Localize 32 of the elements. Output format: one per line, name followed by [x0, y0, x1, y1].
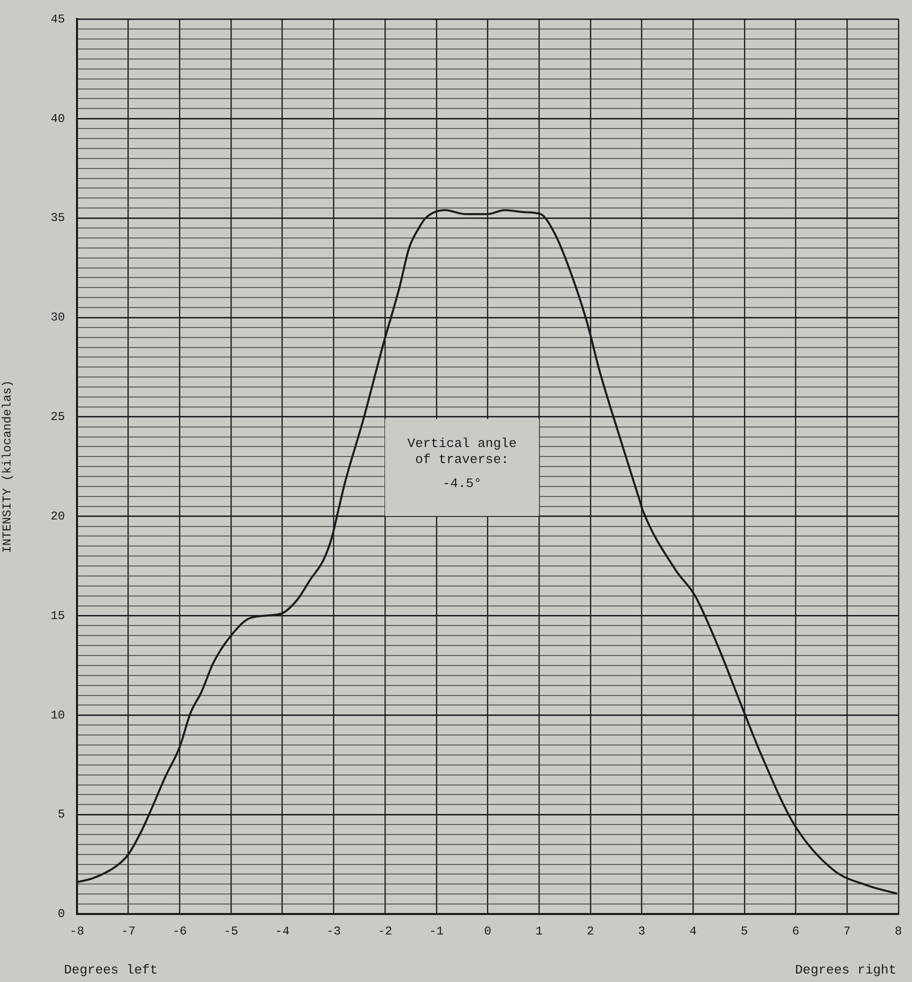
x-tick-label: 1 — [535, 924, 543, 938]
x-tick-label: 8 — [894, 924, 902, 938]
y-tick-label: 30 — [50, 310, 65, 325]
x-tick-label: -5 — [224, 924, 238, 938]
x-tick-label: -1 — [429, 924, 444, 938]
x-tick-label: -3 — [326, 924, 341, 938]
x-tick-label: 0 — [484, 924, 492, 938]
note-panel: Vertical angle of traverse: -4.5° — [385, 419, 540, 516]
x-tick-label: -2 — [378, 924, 392, 938]
x-tick-label: -8 — [70, 924, 84, 938]
y-tick-label: 40 — [50, 112, 65, 126]
y-tick-label: 20 — [50, 509, 65, 524]
x-tick-label: -4 — [275, 924, 290, 938]
x-tick-label: 2 — [586, 924, 594, 938]
y-tick-label: 15 — [50, 608, 65, 623]
x-tick-label: 3 — [638, 924, 646, 938]
text: Degrees left — [64, 962, 158, 978]
y-tick-label: 35 — [50, 211, 65, 226]
x-tick-label: 6 — [792, 924, 800, 938]
y-tick-label: 0 — [58, 907, 65, 922]
x-tick-label: 4 — [689, 924, 697, 938]
y-tick-label: 5 — [58, 808, 65, 822]
x-tick-label: 5 — [740, 924, 748, 938]
y-axis-title: INTENSITY (kilocandelas) — [0, 380, 14, 554]
x-tick-label: -6 — [172, 924, 187, 938]
y-tick-label: 25 — [50, 410, 65, 424]
text: Degrees right — [794, 962, 896, 978]
x-tick-label: -7 — [121, 924, 136, 938]
y-tick-label: 45 — [50, 12, 65, 26]
y-tick-label: 10 — [50, 708, 65, 722]
x-tick-label: 7 — [843, 924, 851, 938]
annotation: Vertical angle of traverse: -4.5° — [406, 436, 518, 492]
